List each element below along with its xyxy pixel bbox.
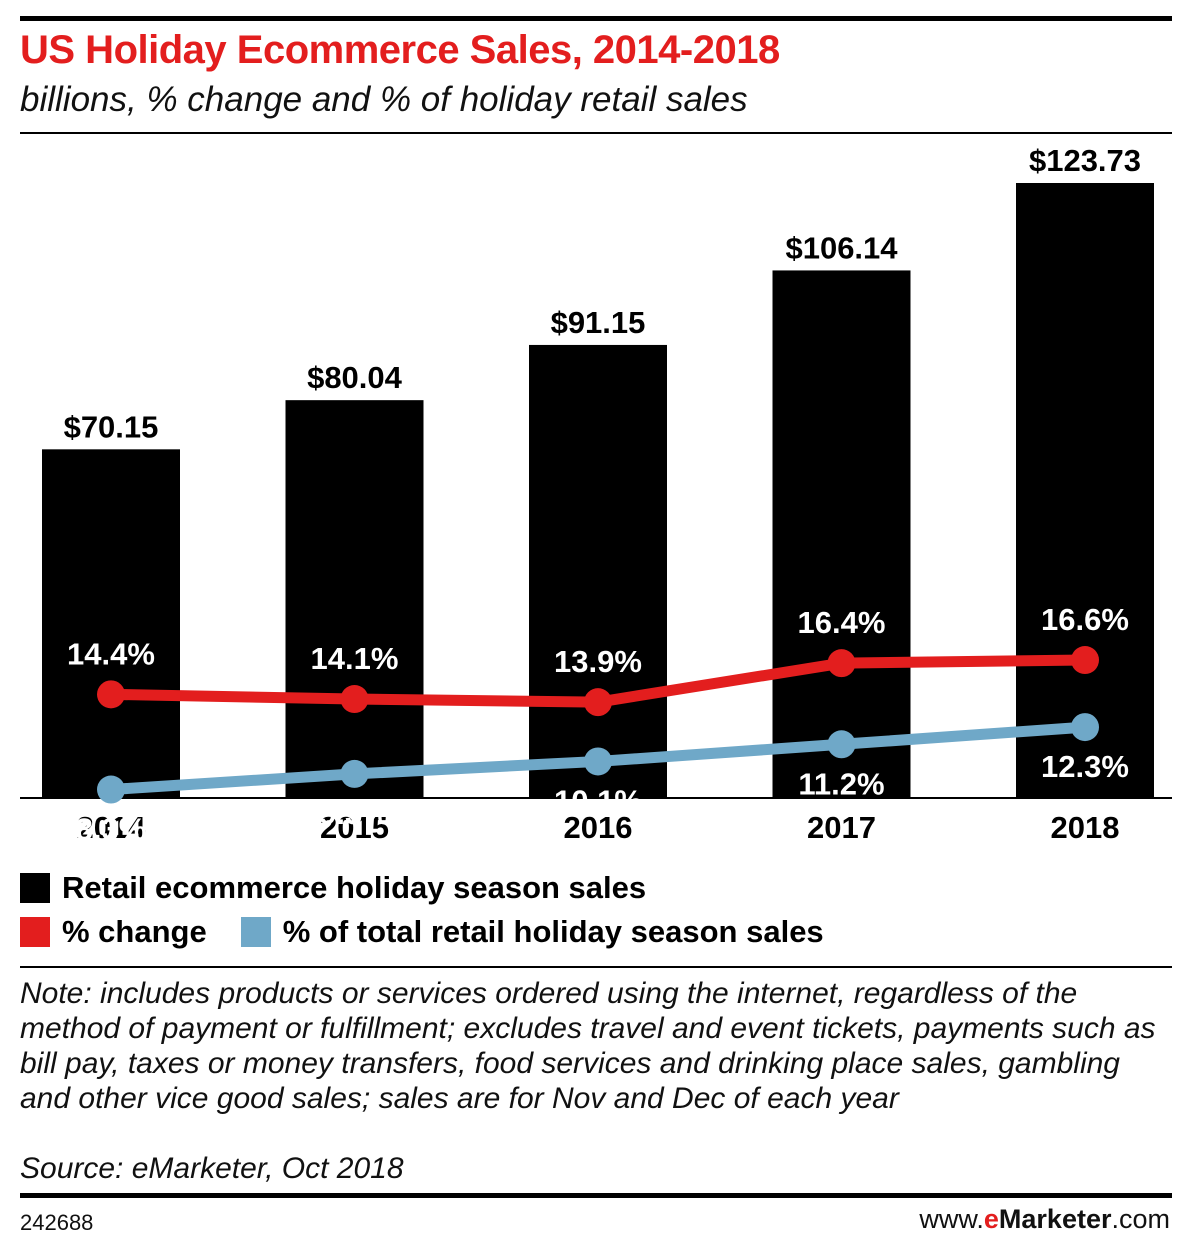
legend-label-change: % change [62,914,207,949]
bar-2015 [285,400,424,798]
x-tick-label-2014: 2014 [77,810,147,845]
note-rule [20,966,1172,968]
brand-prefix: www. [919,1204,984,1234]
legend-swatch-change [20,917,50,947]
brand-e: e [983,1204,999,1234]
change-label-2017: 16.4% [798,605,886,640]
x-tick-label-2016: 2016 [564,810,633,845]
change-point-2015 [340,685,369,714]
subtitle-rule [20,132,1172,134]
change-label-2018: 16.6% [1041,602,1129,637]
chart-subtitle: billions, % change and % of holiday reta… [20,80,748,119]
bar-2018 [1016,183,1154,798]
share-point-2015 [340,759,369,788]
source-line: Source: eMarketer, Oct 2018 [20,1152,404,1185]
legend-label-bars: Retail ecommerce holiday season sales [62,870,647,905]
x-tick-label-2018: 2018 [1051,810,1120,845]
top-rule [20,16,1172,21]
bar-2014 [42,449,180,798]
legend-row-bars: Retail ecommerce holiday season sales [20,870,646,906]
brand-name: Marketer [998,1204,1112,1234]
brand-logo[interactable]: www.eMarketer.com [919,1204,1170,1235]
share-point-2016 [584,747,612,776]
legend-swatch-bars [20,873,50,903]
bar-value-label-2014: $70.15 [64,409,159,444]
chart-plot: $70.15 2014 $80.04 2015 $91.15 2016 $106.14 201… [20,143,1172,847]
change-label-2015: 14.1% [311,641,399,676]
change-point-2017 [827,649,856,678]
change-point-2016 [584,688,612,717]
share-label-2014: 8.3% [76,812,147,847]
x-tick-label-2017: 2017 [807,810,876,845]
share-label-2017: 11.2% [798,766,884,801]
change-point-2014 [97,680,125,709]
bar-value-label-2017: $106.14 [785,230,898,265]
bottom-rule [20,1193,1172,1198]
share-label-2018: 12.3% [1041,749,1129,784]
brand-suffix: .com [1111,1204,1170,1234]
change-point-2018 [1071,646,1099,675]
share-point-2017 [827,730,856,759]
change-label-2014: 14.4% [67,636,155,671]
legend-row-lines: % change % of total retail holiday seaso… [20,914,824,950]
bar-value-label-2018: $123.73 [1029,143,1141,178]
share-label-2016: 10.1% [554,783,642,818]
chart-id: 242688 [20,1210,94,1235]
bar-value-label-2015: $80.04 [307,360,403,395]
chart-title: US Holiday Ecommerce Sales, 2014-2018 [20,28,780,72]
legend-swatch-share [240,917,271,947]
share-point-2018 [1071,713,1099,742]
bar-2017 [772,270,911,798]
footnote: Note: includes products or services orde… [20,977,1156,1115]
x-tick-label-2015: 2015 [320,810,389,845]
bar-2016 [529,344,667,798]
share-label-2015: 9.3% [319,796,390,831]
change-label-2016: 13.9% [554,644,642,679]
bar-value-label-2016: $91.15 [551,305,646,340]
share-point-2014 [97,775,125,804]
legend-label-share: % of total retail holiday season sales [282,914,824,949]
